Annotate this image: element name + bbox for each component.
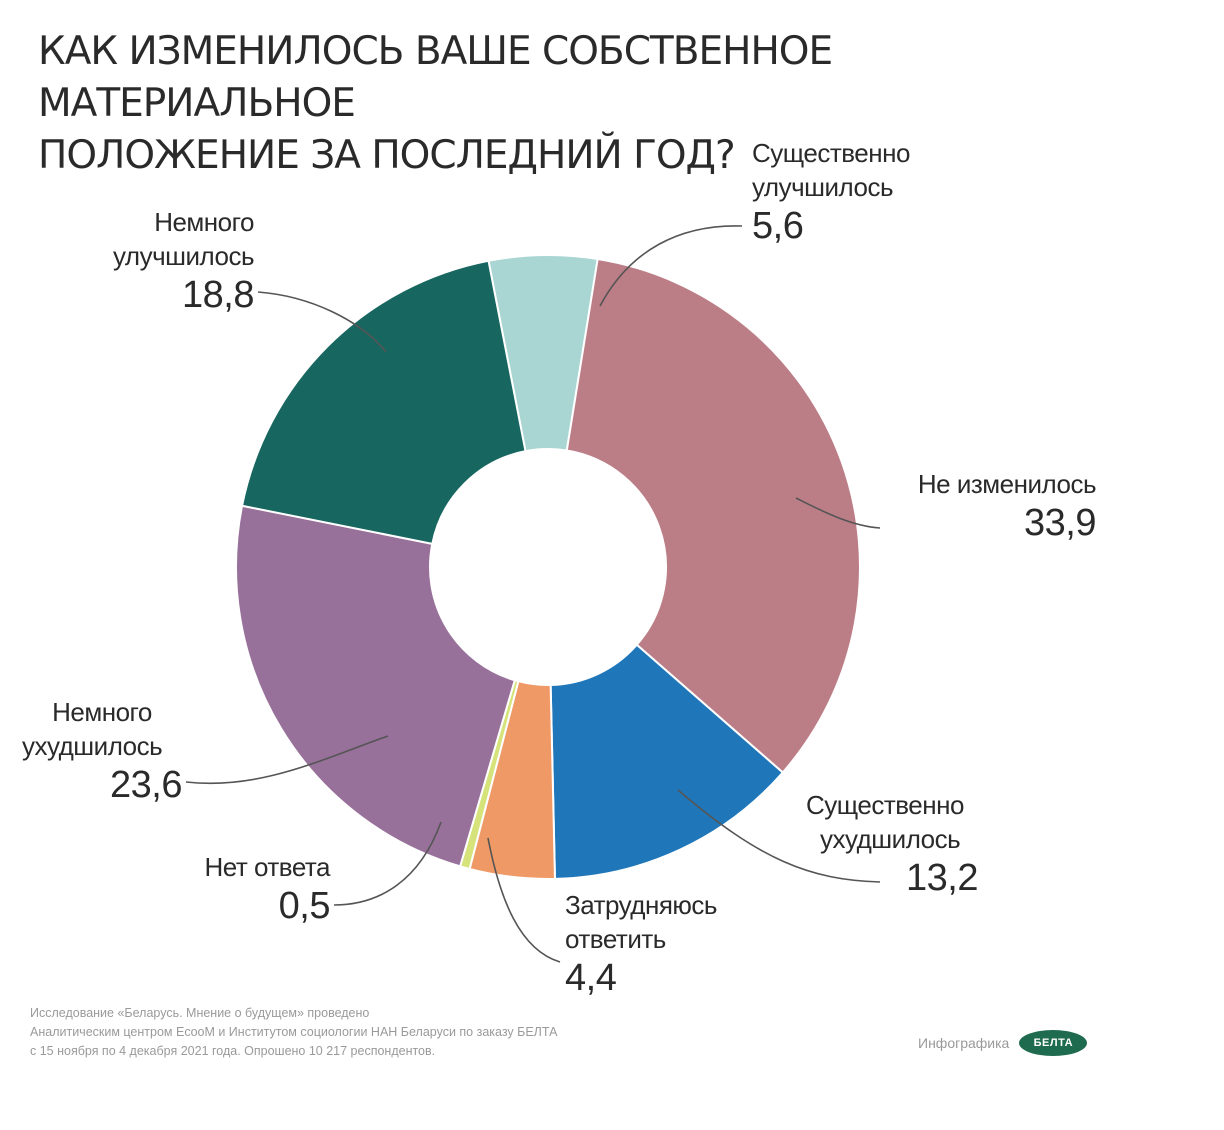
slice-slightly-worsened <box>235 504 517 868</box>
leader-lines <box>185 225 881 963</box>
chart-title: КАК ИЗМЕНИЛОСЬ ВАШЕ СОБСТВЕННОЕ МАТЕРИАЛ… <box>38 26 1158 182</box>
leader-no-answer <box>333 821 442 906</box>
chart-title-line-2: ПОЛОЖЕНИЕ ЗА ПОСЛЕДНИЙ ГОД? <box>38 133 736 178</box>
label-text: ответить <box>565 924 666 954</box>
label-no-answer: Нет ответа 0,5 <box>170 850 331 928</box>
label-text: Нет ответа <box>204 852 331 882</box>
label-sig-worsened: Существенно ухудшилось 13,2 <box>806 788 979 900</box>
value-label: 0,5 <box>278 885 331 927</box>
leader-unchanged <box>795 497 881 529</box>
label-sig-improved: Существенно улучшилось 5,6 <box>752 136 910 248</box>
slice-slightly-improved <box>240 259 527 546</box>
source-note-line: с 15 ноября по 4 декабря 2021 года. Опро… <box>30 1044 436 1058</box>
label-text: Существенно <box>806 790 964 820</box>
slice-unchanged <box>565 257 861 774</box>
donut-slices <box>235 254 861 880</box>
label-hard-to-say: Затрудняюсь ответить 4,4 <box>565 888 717 1000</box>
slice-sig-worsened <box>549 643 785 880</box>
label-text: ухудшилось <box>22 731 163 761</box>
label-text: ухудшилось <box>820 824 961 854</box>
leader-slightly-improved <box>257 291 387 353</box>
label-text: улучшилось <box>113 241 255 271</box>
value-label: 23,6 <box>110 764 182 806</box>
leader-slightly-worsened <box>185 735 389 785</box>
chart-title-line-1: КАК ИЗМЕНИЛОСЬ ВАШЕ СОБСТВЕННОЕ МАТЕРИАЛ… <box>38 29 833 126</box>
source-note-line: Аналитическим центром EcooM и Институтом… <box>30 1025 558 1039</box>
label-text: Существенно <box>752 138 910 168</box>
value-label: 5,6 <box>752 205 804 247</box>
label-unchanged: Не изменилось 33,9 <box>880 467 1097 545</box>
source-note: Исследование «Беларусь. Мнение о будущем… <box>30 1004 790 1061</box>
belta-logo: БЕЛТА <box>1019 1030 1088 1056</box>
label-text: Немного <box>52 697 152 727</box>
label-slightly-worsened: Немного ухудшилось 23,6 <box>22 695 183 807</box>
value-label: 18,8 <box>182 274 254 316</box>
source-note-line: Исследование «Беларусь. Мнение о будущем… <box>30 1006 370 1020</box>
label-text: Затрудняюсь <box>565 890 717 920</box>
label-slightly-improved: Немного улучшилось 18,8 <box>60 205 255 317</box>
label-text: Не изменилось <box>917 469 1097 499</box>
brand-credit: Инфографика БЕЛТА <box>918 1030 1088 1056</box>
leader-sig-improved <box>599 225 743 307</box>
value-label: 33,9 <box>1024 502 1096 544</box>
label-text: Немного <box>154 207 254 237</box>
leader-sig-worsened <box>677 789 881 883</box>
value-label: 4,4 <box>565 957 617 999</box>
label-text: улучшилось <box>752 172 893 202</box>
infographic-caption: Инфографика <box>918 1035 1010 1051</box>
value-label: 13,2 <box>906 857 978 899</box>
leader-hard-to-say <box>487 837 561 963</box>
